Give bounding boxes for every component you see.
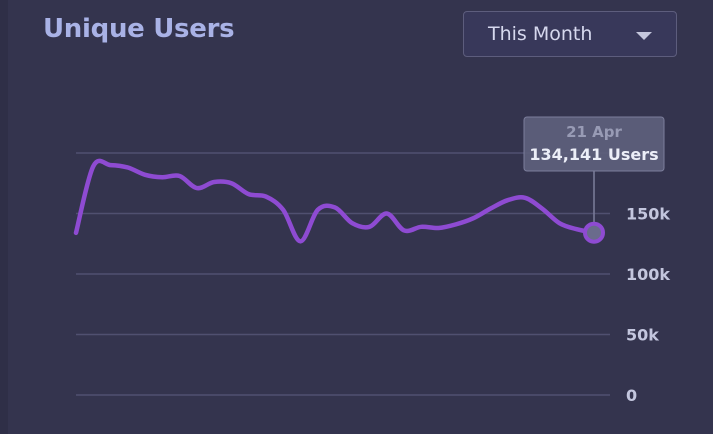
- y-tick-labels: 150k 100k 50k 0: [626, 205, 670, 406]
- y-tick-label: 50k: [626, 326, 659, 345]
- grid-layer: [76, 152, 610, 396]
- tooltip-value: 134,141 Users: [529, 145, 658, 164]
- period-select[interactable]: This Month: [463, 11, 677, 57]
- highlight-point-marker[interactable]: [583, 221, 605, 244]
- users-series-line: [73, 158, 597, 244]
- widget-title: Unique Users: [43, 14, 235, 44]
- tooltip: 21 Apr 134,141 Users: [523, 116, 665, 223]
- y-tick-label: 150k: [626, 205, 670, 224]
- panel-left-edge: [0, 0, 8, 434]
- y-tick-label: 100k: [626, 265, 670, 284]
- period-select-label: This Month: [488, 23, 593, 45]
- caret-down-icon: [636, 32, 652, 40]
- y-tick-label: 0: [626, 386, 637, 405]
- tooltip-date: 21 Apr: [566, 123, 622, 141]
- series-layer: [73, 158, 597, 244]
- tooltip-box: [523, 116, 665, 172]
- marker-layer: [583, 221, 605, 244]
